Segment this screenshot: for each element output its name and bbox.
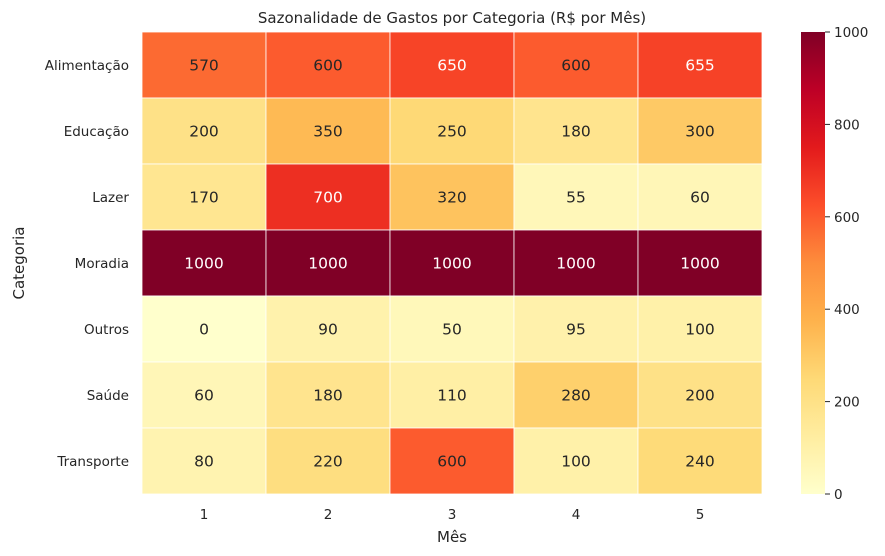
chart-title: Sazonalidade de Gastos por Categoria (R$…: [258, 9, 646, 27]
heatmap-cell: [141, 295, 267, 363]
heatmap-cell: [637, 163, 763, 231]
heatmap-cell: [265, 361, 391, 429]
cell-value-label: 90: [318, 321, 338, 339]
heatmap-cell: [389, 295, 515, 363]
cell-value-label: 100: [685, 321, 715, 339]
heatmap-cell: [389, 229, 515, 297]
cell-value-label: 650: [437, 57, 467, 75]
cell-value-label: 250: [437, 123, 467, 141]
cell-value-label: 55: [566, 189, 586, 207]
heatmap-cell: [265, 31, 391, 99]
colorbar: [801, 32, 825, 494]
cell-value-label: 240: [685, 453, 715, 471]
cell-value-label: 95: [566, 321, 586, 339]
heatmap-cell: [141, 427, 267, 495]
y-axis-label: Categoria: [10, 226, 28, 299]
colorbar-tick-label: 0: [834, 487, 843, 503]
heatmap-cell: [513, 361, 639, 429]
heatmap-cell: [389, 163, 515, 231]
colorbar-tick-label: 200: [834, 395, 860, 411]
cell-value-label: 655: [685, 57, 715, 75]
y-tick-label: Alimentação: [45, 58, 129, 74]
heatmap-cell: [637, 295, 763, 363]
heatmap-cell: [513, 229, 639, 297]
heatmap-cell: [141, 229, 267, 297]
cell-value-label: 180: [561, 123, 591, 141]
colorbar-tick-label: 800: [834, 117, 860, 133]
cell-value-label: 100: [561, 453, 591, 471]
cell-value-label: 700: [313, 189, 343, 207]
cell-value-label: 600: [561, 57, 591, 75]
y-tick-label: Saúde: [87, 388, 129, 404]
cell-value-label: 1000: [432, 255, 471, 273]
x-tick-label: 1: [200, 507, 209, 523]
cell-value-label: 60: [690, 189, 710, 207]
colorbar-tick-label: 600: [834, 210, 860, 226]
cell-value-label: 110: [437, 387, 467, 405]
heatmap-cell: [637, 229, 763, 297]
colorbar-ticks: 0 200 400 600 800 1000: [825, 25, 868, 503]
heatmap-cell: [637, 31, 763, 99]
heatmap-cell: [637, 97, 763, 165]
heatmap-cell: [637, 427, 763, 495]
x-axis-ticks: 1 2 3 4 5: [200, 507, 705, 523]
y-tick-label: Transporte: [56, 454, 129, 470]
heatmap-cell: [141, 97, 267, 165]
cell-value-label: 200: [189, 123, 219, 141]
heatmap-cell: [389, 97, 515, 165]
cell-value-label: 300: [685, 123, 715, 141]
cell-value-label: 570: [189, 57, 219, 75]
x-tick-label: 4: [572, 507, 581, 523]
cell-value-label: 350: [313, 123, 343, 141]
heatmap-cell: [265, 163, 391, 231]
cell-value-label: 200: [685, 387, 715, 405]
x-axis-label: Mês: [437, 528, 467, 546]
cell-value-label: 0: [199, 321, 209, 339]
cell-value-label: 1000: [556, 255, 595, 273]
x-tick-label: 5: [696, 507, 705, 523]
heatmap-cell: [389, 361, 515, 429]
cell-value-label: 180: [313, 387, 343, 405]
heatmap-cell: [513, 163, 639, 231]
y-tick-label: Moradia: [75, 256, 129, 272]
cell-value-label: 1000: [308, 255, 347, 273]
cell-value-label: 220: [313, 453, 343, 471]
colorbar-tick-label: 400: [834, 302, 860, 318]
heatmap-cell: [265, 295, 391, 363]
heatmap-cell: [513, 427, 639, 495]
y-tick-label: Outros: [84, 322, 129, 338]
cell-value-label: 320: [437, 189, 467, 207]
heatmap-cell: [513, 31, 639, 99]
heatmap-cell: [141, 31, 267, 99]
heatmap-cell: [265, 229, 391, 297]
cell-value-label: 1000: [680, 255, 719, 273]
heatmap-cell: [637, 361, 763, 429]
heatmap-cell: [389, 31, 515, 99]
colorbar-tick-label: 1000: [834, 25, 868, 41]
y-tick-label: Educação: [64, 124, 129, 140]
cell-value-label: 80: [194, 453, 214, 471]
cell-value-label: 1000: [184, 255, 223, 273]
cell-value-label: 600: [437, 453, 467, 471]
cell-value-label: 280: [561, 387, 591, 405]
cell-value-label: 50: [442, 321, 462, 339]
x-tick-label: 3: [448, 507, 457, 523]
cell-value-label: 170: [189, 189, 219, 207]
y-tick-label: Lazer: [92, 190, 129, 206]
cell-value-label: 60: [194, 387, 214, 405]
y-axis-ticks: Alimentação Educação Lazer Moradia Outros Saú…: [45, 58, 130, 470]
x-tick-label: 2: [324, 507, 333, 523]
cell-value-label: 600: [313, 57, 343, 75]
